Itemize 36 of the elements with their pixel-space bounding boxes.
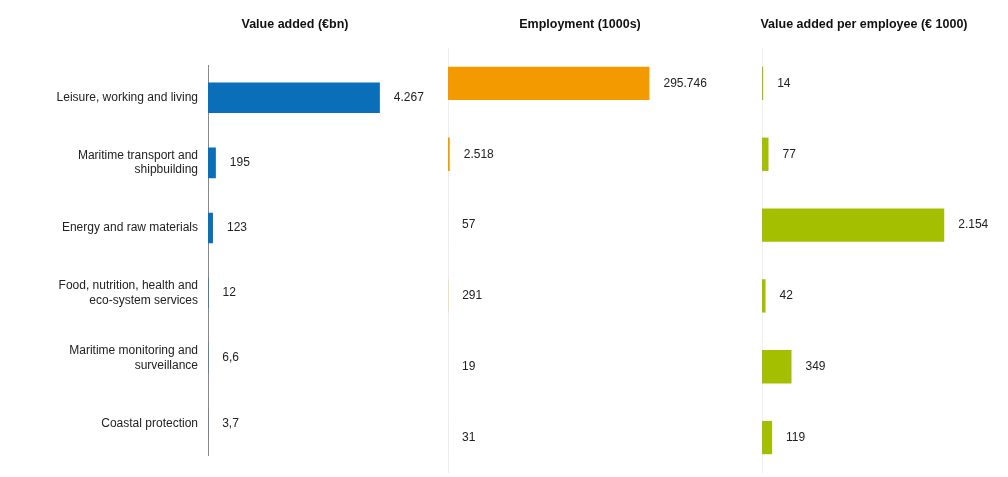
data-label: 14 <box>777 75 791 90</box>
bar <box>762 350 792 384</box>
bar <box>762 279 766 313</box>
y-tick-label: Maritime transport and shipbuilding <box>77 147 198 177</box>
data-label: 3,7 <box>222 415 240 430</box>
data-label: 57 <box>462 217 476 232</box>
chart-title: Employment (1000s) <box>519 17 641 31</box>
bar <box>762 208 945 242</box>
data-label: 195 <box>229 155 251 170</box>
data-label: 123 <box>226 220 248 235</box>
data-label: 2.154 <box>958 217 989 232</box>
data-label: 77 <box>782 146 797 161</box>
y-tick-label: Food, nutrition, health and eco-system services <box>58 278 198 307</box>
y-tick-label: Maritime monitoring and surveillance <box>69 343 199 372</box>
bar <box>448 66 650 101</box>
bar <box>208 147 216 179</box>
data-label: 19 <box>462 359 476 374</box>
y-tick-label: Leisure, working and living <box>56 90 198 105</box>
bar <box>762 137 769 171</box>
data-label: 12 <box>222 285 237 300</box>
data-label: 31 <box>462 429 476 444</box>
chart-title: Value added (€bn) <box>241 17 349 31</box>
data-label: 349 <box>805 359 826 374</box>
data-label: 42 <box>779 288 794 303</box>
data-label: 2.518 <box>463 146 495 161</box>
bar <box>208 212 213 244</box>
y-tick-label: Energy and raw materials <box>61 220 198 235</box>
chart-title: Value added per employee (€ 1000) <box>760 17 968 31</box>
data-label: 119 <box>786 429 806 444</box>
bar <box>208 82 380 114</box>
y-tick-label: Coastal protection <box>101 415 198 430</box>
data-label: 295.746 <box>663 75 708 90</box>
data-label: 4.267 <box>393 90 425 105</box>
bar <box>762 420 773 455</box>
data-label: 6,6 <box>222 350 240 365</box>
data-label: 291 <box>462 288 483 303</box>
